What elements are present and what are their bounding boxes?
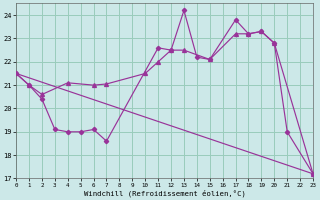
X-axis label: Windchill (Refroidissement éolien,°C): Windchill (Refroidissement éolien,°C) <box>84 189 245 197</box>
